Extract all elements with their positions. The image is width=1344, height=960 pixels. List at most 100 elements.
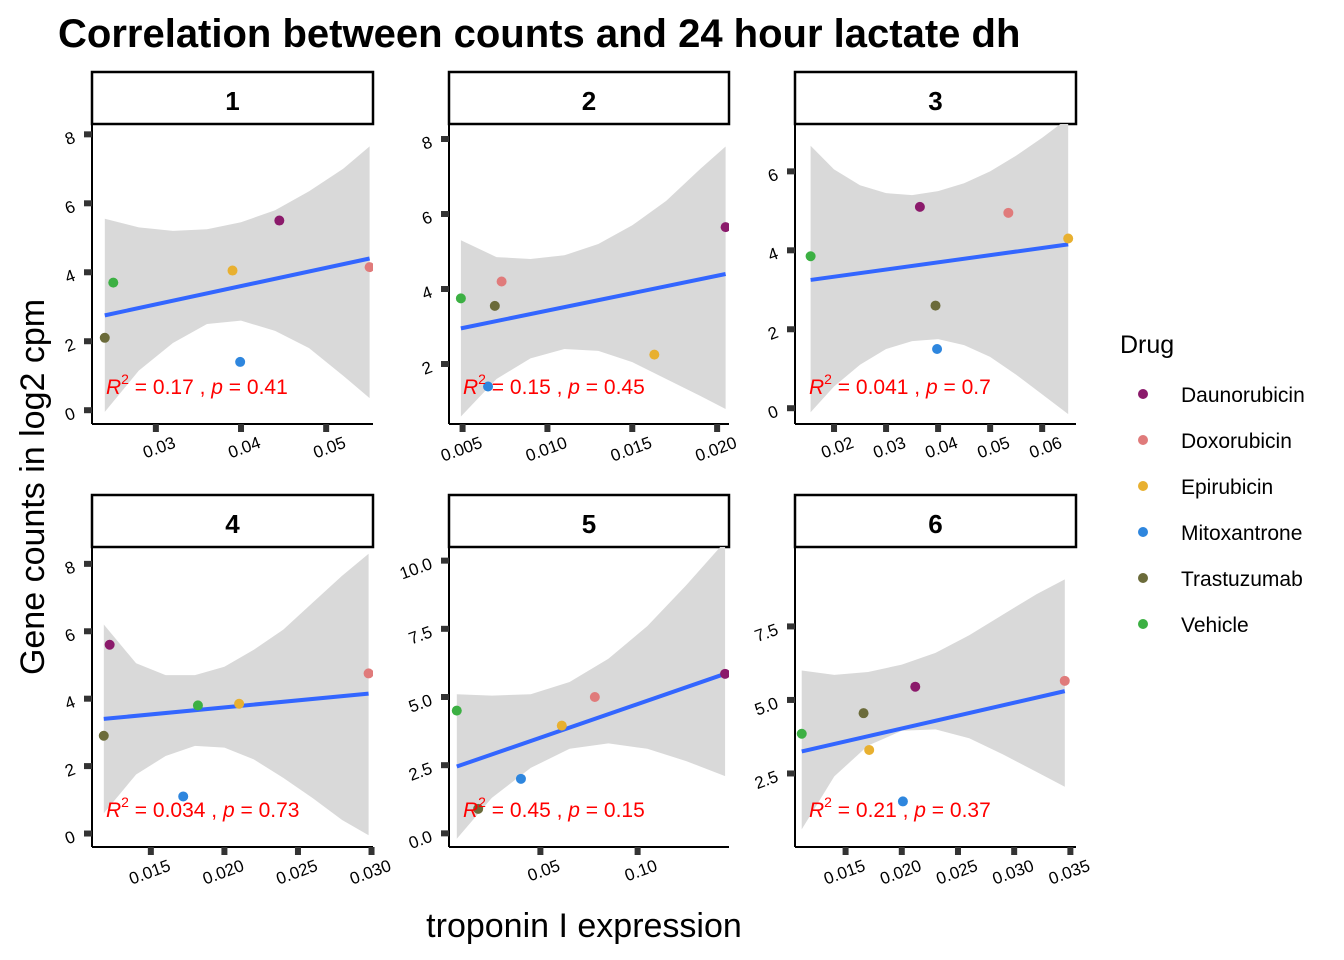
x-tick-label: 0.03: [871, 433, 909, 462]
y-tick-mark: [787, 623, 795, 630]
facet-strip-label: 4: [225, 509, 240, 539]
stat-p-symbol: p: [913, 799, 926, 822]
y-tick-label: 5.0: [752, 694, 781, 720]
y-tick-label: 5.0: [406, 691, 435, 717]
y-tick-mark: [84, 269, 92, 276]
y-tick-label: 0: [62, 404, 77, 425]
data-point-mitoxantrone: [178, 791, 189, 802]
y-tick-label: 6: [62, 197, 77, 218]
legend-key-daunorubicin: [1138, 389, 1148, 399]
y-tick-mark: [84, 407, 92, 414]
data-point-daunorubicin: [914, 201, 925, 212]
y-tick-label: 8: [419, 133, 434, 154]
y-tick-label: 2: [62, 335, 77, 356]
y-tick-label: 8: [62, 128, 77, 149]
x-tick-mark: [714, 424, 721, 432]
data-point-doxorubicin: [364, 262, 373, 273]
legend-label: Doxorubicin: [1181, 430, 1292, 453]
x-tick-mark: [1039, 424, 1046, 432]
y-tick-mark: [84, 763, 92, 770]
y-tick-label: 7.5: [752, 620, 781, 646]
y-tick-label: 6: [419, 208, 434, 229]
data-point-vehicle: [192, 700, 203, 711]
regression-line: [456, 671, 726, 769]
y-tick-mark: [84, 695, 92, 702]
y-axis-title: Gene counts in log2 cpm: [14, 299, 52, 675]
y-tick-mark: [787, 326, 795, 333]
x-tick-mark: [954, 847, 961, 855]
x-tick-label: 0.030: [990, 856, 1036, 888]
x-tick-mark: [842, 847, 849, 855]
data-point-epirubicin: [864, 744, 875, 755]
stat-p-value: = 0.7: [938, 376, 991, 399]
stat-annotation: R2 = 0.45 , p = 0.15: [463, 794, 645, 822]
y-tick-mark: [84, 131, 92, 138]
stat-r-symbol: R: [809, 799, 824, 822]
x-tick-mark: [459, 424, 466, 432]
x-tick-label: 0.10: [622, 856, 660, 885]
stat-superscript: 2: [121, 371, 129, 387]
legend-key-vehicle: [1138, 619, 1148, 629]
x-tick-mark: [537, 847, 544, 855]
stat-r2-value: = 0.041 ,: [832, 376, 926, 399]
stat-p-symbol: p: [925, 376, 938, 399]
chart-title: Correlation between counts and 24 hour l…: [58, 12, 1020, 56]
x-tick-label: 0.005: [438, 433, 484, 465]
y-tick-label: 6: [765, 165, 780, 186]
y-tick-label: 6: [62, 625, 77, 646]
x-tick-label: 0.05: [975, 433, 1013, 462]
stat-p-symbol: p: [567, 799, 580, 822]
data-point-trastuzumab: [930, 300, 941, 311]
stat-r2-value: = 0.034 ,: [129, 799, 223, 822]
data-point-epirubicin: [227, 265, 238, 276]
legend-key-trastuzumab: [1138, 573, 1148, 583]
stat-r2-value: = 0.15 ,: [486, 376, 568, 399]
y-tick-label: 8: [62, 557, 77, 578]
confidence-band: [460, 146, 726, 417]
y-tick-mark: [84, 628, 92, 635]
legend-label: Trastuzumab: [1181, 568, 1303, 591]
data-point-mitoxantrone: [897, 796, 908, 807]
x-tick-label: 0.015: [127, 856, 173, 888]
x-tick-mark: [544, 424, 551, 432]
panel-plot-area: [99, 146, 373, 412]
facet-strip-label: 2: [582, 86, 596, 116]
data-point-vehicle: [805, 251, 816, 262]
y-tick-mark: [787, 168, 795, 175]
x-axis-title: troponin I expression: [426, 907, 742, 945]
y-tick-mark: [787, 770, 795, 777]
stat-r-symbol: R: [106, 799, 121, 822]
x-tick-label: 0.010: [523, 433, 569, 465]
legend-key-doxorubicin: [1138, 435, 1148, 445]
regression-line: [104, 256, 371, 318]
x-tick-label: 0.025: [934, 856, 980, 888]
stat-p-value: = 0.45: [580, 376, 645, 399]
x-tick-mark: [634, 847, 641, 855]
x-tick-mark: [294, 847, 301, 855]
x-tick-label: 0.04: [923, 433, 961, 462]
confidence-band: [801, 579, 1065, 830]
data-point-doxorubicin: [1003, 207, 1014, 218]
data-point-trastuzumab: [99, 332, 110, 343]
y-tick-label: 10.0: [397, 554, 435, 583]
facet-strip: [90, 70, 375, 126]
data-point-vehicle: [796, 728, 807, 739]
x-tick-mark: [238, 424, 245, 432]
data-point-vehicle: [455, 293, 466, 304]
x-tick-mark: [987, 424, 994, 432]
stat-r2-value: = 0.45 ,: [486, 799, 568, 822]
legend-label: Vehicle: [1181, 614, 1249, 637]
stat-annotation: R2 = 0.17 , p = 0.41: [106, 371, 288, 399]
facet-strip-label: 1: [225, 86, 239, 116]
data-point-vehicle: [108, 277, 119, 288]
panel-plot-area: [98, 553, 373, 836]
facet-strip-label: 5: [582, 509, 596, 539]
x-tick-mark: [1067, 847, 1074, 855]
stat-superscript: 2: [478, 371, 486, 387]
stat-r2-value: = 0.21 ,: [832, 799, 914, 822]
stat-p-symbol: p: [210, 376, 223, 399]
x-tick-mark: [152, 424, 159, 432]
data-point-trastuzumab: [489, 300, 500, 311]
x-tick-label: 0.06: [1027, 433, 1065, 462]
